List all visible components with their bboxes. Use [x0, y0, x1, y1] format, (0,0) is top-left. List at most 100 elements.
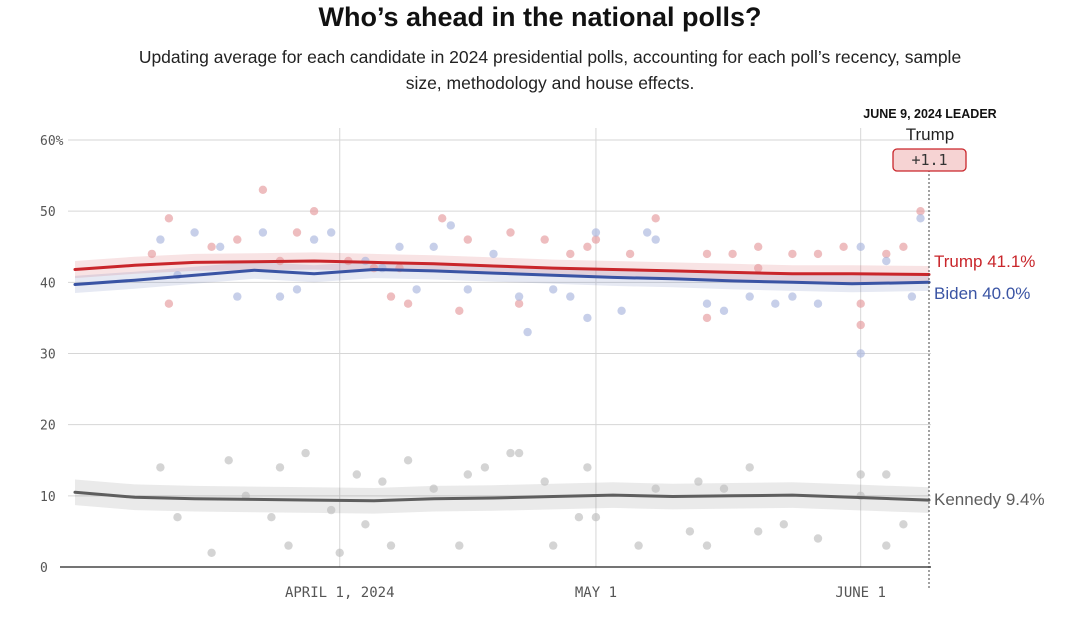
trump-poll-dot [386, 292, 396, 301]
leader-margin-badge [892, 148, 967, 172]
kennedy-poll-dot [327, 505, 336, 515]
trump-poll-dot [514, 299, 524, 308]
kennedy-poll-dot [882, 470, 891, 479]
trump-poll-dot [455, 306, 464, 315]
biden-poll-dot [275, 292, 285, 301]
trump-poll-dot [754, 263, 763, 273]
trump-poll-dot [754, 242, 763, 251]
y-tick-label: 20 [40, 419, 56, 434]
kennedy-poll-dot [352, 470, 361, 479]
biden-poll-dot [916, 214, 925, 223]
poll-dots [147, 185, 925, 557]
biden-poll-dot [882, 256, 891, 266]
trump-poll-dot [591, 235, 601, 244]
biden-poll-dot [549, 285, 558, 294]
y-tick-label: 50 [40, 205, 56, 220]
trump-poll-dot [651, 214, 660, 223]
x-tick-label: MAY 1 [575, 585, 617, 601]
biden-average-line [73, 268, 931, 286]
biden-poll-dot [651, 235, 660, 244]
biden-poll-dot [514, 292, 524, 301]
average-lines [73, 259, 931, 503]
kennedy-poll-dot [702, 541, 712, 550]
chart-subtitle: Updating average for each candidate in 2… [138, 47, 962, 93]
kennedy-poll-dot [429, 484, 438, 493]
trump-poll-dot [728, 249, 737, 259]
kennedy-poll-dot [856, 470, 865, 479]
biden-poll-dot [309, 235, 319, 244]
kennedy-poll-dot [403, 456, 413, 465]
biden-uncertainty-band [75, 261, 929, 293]
trump-end-label: Trump 41.1% [934, 252, 1035, 271]
biden-poll-dot [446, 221, 455, 230]
kennedy-poll-dot [754, 527, 763, 536]
y-tick-label: 10 [40, 490, 56, 505]
biden-poll-dot [788, 292, 797, 301]
kennedy-poll-dot [574, 513, 584, 522]
biden-poll-dot [745, 292, 754, 301]
kennedy-poll-dot [207, 548, 216, 557]
series-end-labels: Trump 41.1% Biden 40.0% Kennedy 9.4% [934, 252, 1045, 509]
kennedy-poll-dot [480, 463, 490, 472]
trump-poll-dot [164, 214, 174, 223]
leader-name: Trump [906, 125, 955, 144]
kennedy-poll-dot [540, 477, 549, 486]
trump-poll-dot [540, 235, 549, 244]
trump-poll-dot [566, 249, 575, 259]
biden-poll-dot [591, 228, 601, 237]
kennedy-poll-dot [745, 463, 754, 472]
kennedy-poll-dot [361, 520, 370, 529]
kennedy-poll-dot [506, 448, 515, 458]
trump-poll-dot [625, 249, 635, 259]
kennedy-poll-dot [173, 513, 182, 522]
x-tick-label: APRIL 1, 2024 [285, 585, 395, 601]
trump-poll-dot [233, 235, 242, 244]
trump-poll-dot [856, 320, 865, 330]
leader-margin: +1.1 [911, 151, 947, 169]
trump-poll-dot [916, 207, 925, 216]
trump-poll-dot [899, 242, 908, 251]
biden-poll-dot [566, 292, 575, 301]
kennedy-poll-dot [779, 520, 788, 529]
kennedy-poll-dot [386, 541, 396, 550]
chart-title: Who’s ahead in the national polls? [318, 2, 762, 32]
y-tick-label: 40 [40, 276, 56, 291]
kennedy-poll-dot [583, 463, 592, 472]
biden-poll-dot [856, 242, 865, 251]
kennedy-poll-dot [284, 541, 293, 550]
kennedy-poll-dot [694, 477, 703, 486]
biden-poll-dot [702, 299, 712, 308]
kennedy-poll-dot [463, 470, 472, 479]
kennedy-poll-dot [378, 477, 387, 486]
x-tick-label: JUNE 1 [835, 585, 886, 601]
y-tick-label: 60% [40, 134, 64, 149]
biden-poll-dot [489, 249, 498, 259]
kennedy-poll-dot [685, 527, 695, 536]
trump-poll-dot [463, 235, 472, 244]
trump-poll-dot [813, 249, 823, 259]
trump-poll-dot [788, 249, 797, 259]
trump-poll-dot [702, 313, 712, 323]
kennedy-poll-dot [275, 463, 285, 472]
biden-poll-dot [395, 242, 404, 251]
biden-poll-dot [813, 299, 823, 308]
leader-box: JUNE 9, 2024 LEADER Trump +1.1 [863, 107, 997, 172]
biden-poll-dot [327, 228, 336, 237]
axes: 0 10 20 30 40 50 60% APRIL 1, 2024 MAY 1 JUNE 1 [40, 134, 931, 601]
kennedy-poll-dot [719, 484, 729, 493]
kennedy-poll-dot [813, 534, 823, 543]
biden-poll-dot [463, 285, 472, 294]
kennedy-poll-dot [455, 541, 464, 550]
biden-poll-dot [216, 242, 225, 251]
trump-poll-dot [583, 242, 592, 251]
kennedy-poll-dot [301, 448, 310, 458]
biden-poll-dot [583, 313, 592, 323]
biden-end-label: Biden 40.0% [934, 284, 1030, 303]
y-tick-label: 30 [40, 348, 56, 363]
trump-poll-dot [164, 299, 174, 308]
biden-poll-dot [719, 306, 729, 315]
uncertainty-bands [75, 252, 929, 514]
biden-poll-dot [771, 299, 780, 308]
trump-poll-dot [309, 207, 319, 216]
